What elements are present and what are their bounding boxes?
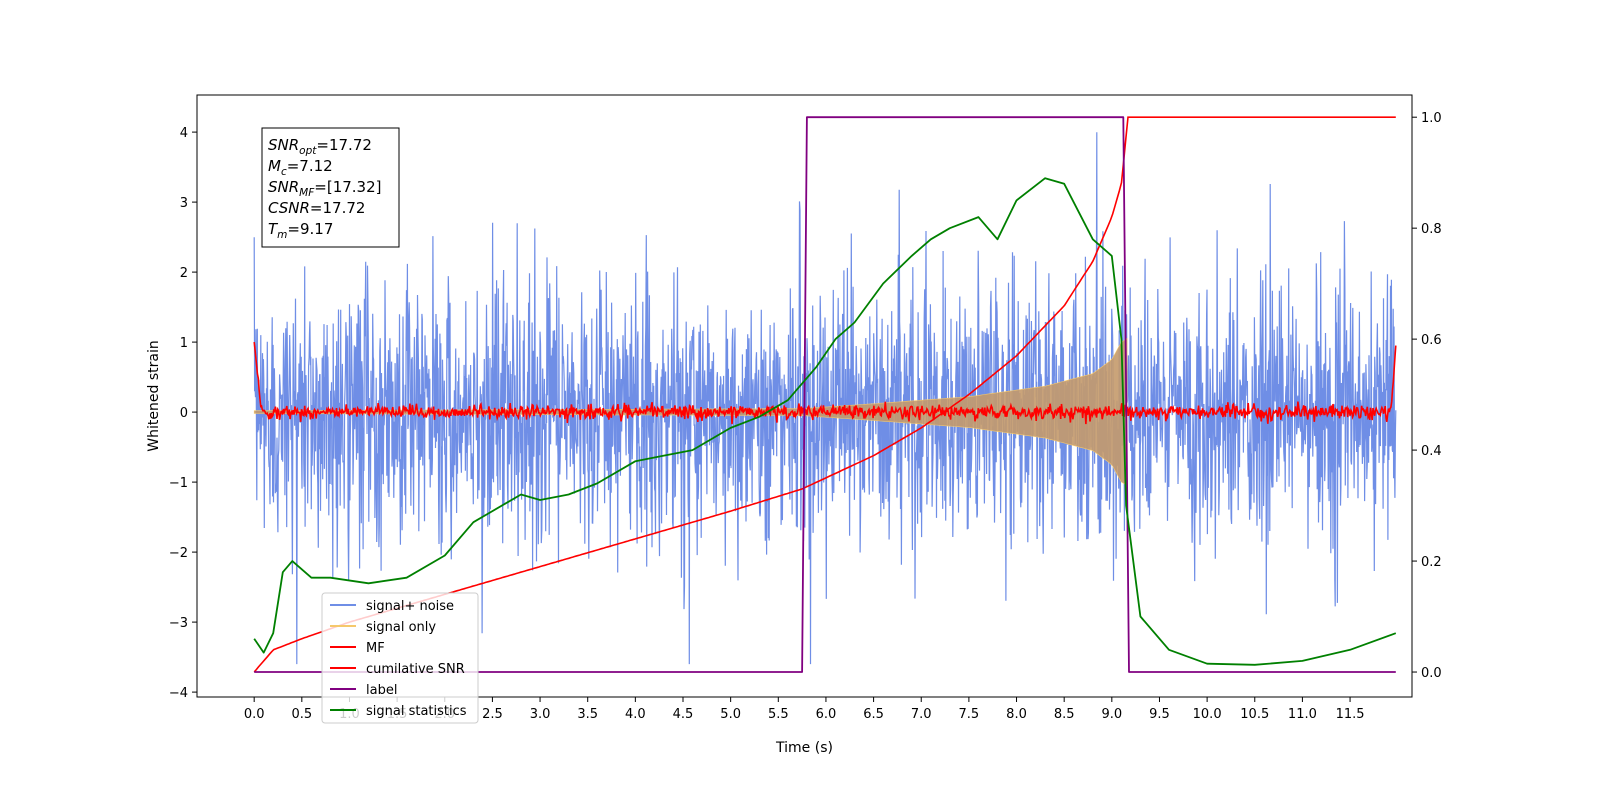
plot-frame	[196, 94, 1413, 698]
annotation-name: M	[268, 157, 281, 175]
y2-tick-label: 0.8	[1421, 222, 1442, 237]
y-tick-label: −1	[169, 476, 188, 491]
annotation-line: SNRMF=[17.32]	[268, 178, 382, 199]
x-tick-label: 4.0	[625, 707, 646, 722]
x-tick-label: 6.5	[863, 707, 884, 722]
x-tick-label: 9.0	[1101, 707, 1122, 722]
legend-entry: MF	[366, 641, 385, 656]
annotation-sub: c	[281, 166, 287, 178]
annotation-value: =[17.32]	[314, 178, 381, 196]
y-tick-label: −3	[169, 616, 188, 631]
y-tick-label: 0	[180, 406, 188, 421]
y-tick-label: −2	[169, 546, 188, 561]
x-tick-label: 10.5	[1240, 707, 1269, 722]
annotation-box: SNRopt=17.72Mc=7.12SNRMF=[17.32]CSNR=17.…	[261, 127, 400, 248]
series-layer	[253, 116, 1397, 673]
annotation-value: =9.17	[287, 220, 333, 238]
annotation-line: CSNR=17.72	[268, 199, 365, 217]
legend-frame	[321, 592, 479, 724]
annotation-sub: MF	[299, 187, 315, 199]
x-tick-label: 7.5	[959, 707, 980, 722]
y2-tick-label: 0.0	[1421, 666, 1442, 681]
y2-tick-label: 0.4	[1421, 444, 1442, 459]
annotation-name: CSNR	[268, 199, 310, 217]
y2-tick-label: 0.6	[1421, 333, 1442, 348]
x-axis-label: Time (s)	[775, 740, 833, 756]
annotation-value: =17.72	[316, 136, 372, 154]
x-tick-label: 5.0	[720, 707, 741, 722]
annotation-name: SNR	[268, 178, 299, 196]
annotation-line: SNRopt=17.72	[268, 136, 372, 157]
annotation-sub: m	[277, 229, 287, 241]
x-tick-label: 11.0	[1288, 707, 1317, 722]
legend-entry: label	[366, 683, 397, 698]
y-axis-label: Whitened strain	[146, 340, 162, 451]
annotation-value: =7.12	[287, 157, 333, 175]
legend: signal+ noise signal only MF cumilative SNR…	[321, 592, 479, 724]
legend-entry: signal statistics	[366, 704, 467, 719]
x-tick-label: 3.5	[577, 707, 598, 722]
y-tick-label: 2	[180, 266, 188, 281]
x-tick-label: 0.0	[244, 707, 265, 722]
x-tick-label: 7.0	[911, 707, 932, 722]
x-tick-label: 8.5	[1054, 707, 1075, 722]
x-tick-label: 6.0	[816, 707, 837, 722]
annotation-sub: opt	[299, 145, 317, 157]
annotation-value: =17.72	[310, 199, 366, 217]
annotation-line: Mc=7.12	[268, 157, 333, 178]
y-axis-left: 4 3 2 1 0 −1 −2 −3 −4	[169, 126, 197, 701]
x-tick-label: 10.0	[1193, 707, 1222, 722]
series-signal-statistics	[253, 177, 1397, 666]
x-tick-label: 5.5	[768, 707, 789, 722]
y-tick-label: 1	[180, 336, 188, 351]
y-axis-right: 1.0 0.8 0.6 0.4 0.2 0.0	[1412, 111, 1442, 681]
x-tick-label: 2.5	[482, 707, 503, 722]
x-tick-label: 0.5	[291, 707, 312, 722]
annotation-frame	[261, 127, 400, 248]
series-label	[254, 116, 1396, 673]
annotation-name: T	[268, 220, 279, 238]
x-tick-label: 8.0	[1006, 707, 1027, 722]
y2-tick-label: 0.2	[1421, 555, 1442, 570]
x-tick-label: 3.0	[530, 707, 551, 722]
x-tick-label: 9.5	[1149, 707, 1170, 722]
y-tick-label: 3	[180, 196, 188, 211]
legend-entry: cumilative SNR	[366, 662, 465, 677]
legend-entry: signal+ noise	[366, 599, 454, 614]
y-tick-label: 4	[180, 126, 188, 141]
series-signal-noise	[253, 132, 1397, 665]
x-tick-label: 4.5	[673, 707, 694, 722]
series-mf	[253, 342, 1397, 425]
annotation-name: SNR	[268, 136, 299, 154]
legend-entry: signal only	[366, 620, 436, 635]
y-tick-label: −4	[169, 686, 188, 701]
annotation-line: Tm=9.17	[268, 220, 333, 241]
y2-tick-label: 1.0	[1421, 111, 1442, 126]
x-tick-label: 11.5	[1336, 707, 1365, 722]
